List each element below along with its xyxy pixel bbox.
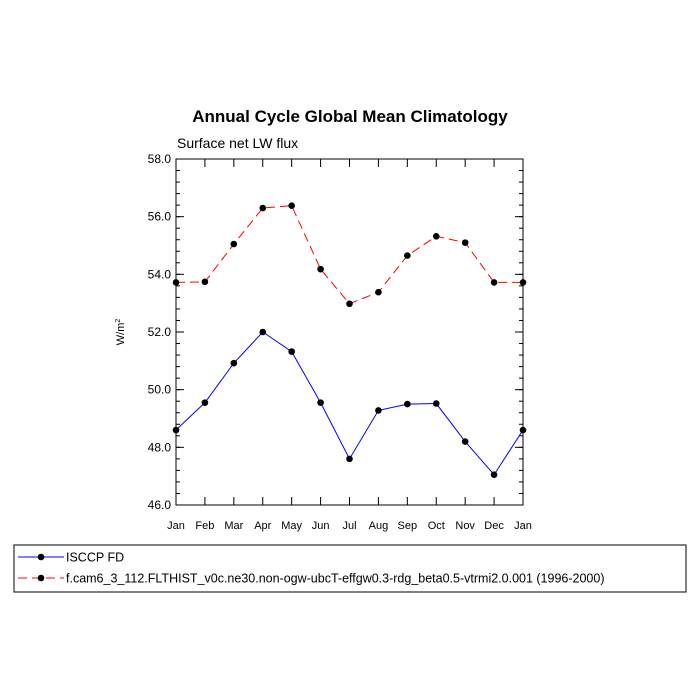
y-tick-label: 52.0 <box>148 325 172 339</box>
legend-label: f.cam6_3_112.FLTHIST_v0c.ne30.non-ogw-ub… <box>66 572 605 586</box>
data-point <box>317 265 324 273</box>
series-line <box>175 205 523 305</box>
data-point <box>346 300 353 308</box>
data-point <box>172 279 180 286</box>
x-tick-label: Mar <box>224 520 243 532</box>
data-point <box>201 399 209 406</box>
y-tick-label: 58.0 <box>148 152 172 166</box>
legend-marker <box>37 574 45 582</box>
x-tick-label: Apr <box>254 520 271 532</box>
data-point <box>317 399 324 406</box>
data-point <box>259 328 267 336</box>
plot-area <box>175 158 524 506</box>
data-point <box>404 400 411 408</box>
series-line <box>175 331 524 476</box>
data-point <box>375 407 382 414</box>
data-point <box>259 204 267 212</box>
x-tick-label: Dec <box>484 520 504 532</box>
x-tick-label: Sep <box>398 520 418 532</box>
x-tick-label: Jul <box>342 520 356 532</box>
x-tick-label: Nov <box>455 520 475 532</box>
data-point <box>201 278 209 286</box>
chart-subtitle: Surface net LW flux <box>177 135 298 151</box>
data-point <box>519 279 527 286</box>
series-layer <box>172 202 527 479</box>
legend <box>13 544 687 593</box>
x-tick-label: Feb <box>195 520 214 532</box>
data-point <box>490 279 498 286</box>
y-tick-label: 54.0 <box>148 267 172 281</box>
chart-title: Annual Cycle Global Mean Climatology <box>192 107 508 126</box>
data-point <box>230 240 238 248</box>
x-tick-label: Jan <box>514 520 532 532</box>
x-tick-label: May <box>281 520 302 532</box>
data-point <box>461 239 469 246</box>
x-tick-label: Oct <box>428 520 445 532</box>
data-point <box>288 202 295 210</box>
data-point <box>375 288 382 296</box>
x-tick-label: Aug <box>369 520 389 532</box>
y-tick-label: 48.0 <box>148 440 172 454</box>
x-tick-label: Jan <box>167 520 185 532</box>
x-tick-label: Jun <box>312 520 330 532</box>
legend-entries: ISCCP FD f.cam6_3_112.FLTHIST_v0c.ne30.no… <box>18 551 605 586</box>
data-point <box>404 252 411 259</box>
data-point <box>519 426 527 434</box>
data-point <box>346 455 353 463</box>
y-axis-label-exponent: 2 <box>115 319 122 323</box>
data-point <box>172 426 180 434</box>
y-tick-label: 50.0 <box>148 383 172 397</box>
data-point <box>432 232 440 240</box>
data-point <box>432 400 440 407</box>
legend-label: ISCCP FD <box>66 551 124 565</box>
y-tick-label: 56.0 <box>148 210 172 224</box>
axes: 46.0 48.0 50.0 52.0 54.0 56.0 58.0 Jan Feb Mar Apr… <box>148 152 532 532</box>
data-point <box>288 348 295 355</box>
legend-marker <box>37 553 45 561</box>
y-tick-label: 46.0 <box>148 498 172 512</box>
y-axis-label-unit: W/m <box>115 323 127 346</box>
data-point <box>461 438 469 445</box>
y-axis-label: W/m2 <box>115 319 127 346</box>
data-point <box>230 359 238 367</box>
data-point <box>490 471 498 479</box>
